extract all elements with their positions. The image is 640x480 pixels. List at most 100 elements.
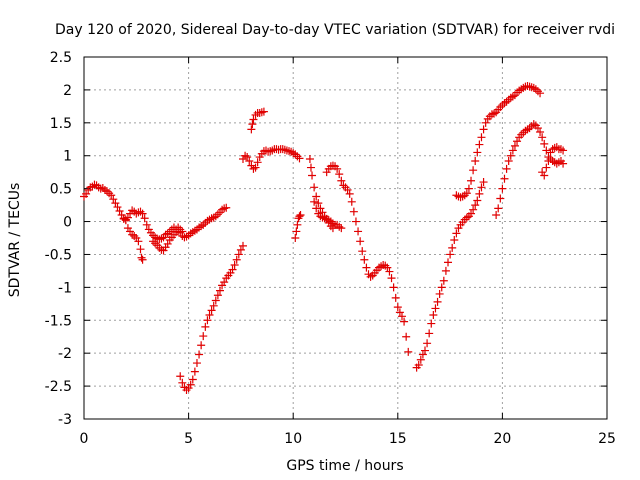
data-point	[402, 332, 411, 341]
data-point	[190, 367, 199, 376]
data-point	[498, 184, 507, 193]
data-point	[249, 115, 258, 124]
data-point	[188, 375, 197, 384]
data-point	[121, 216, 130, 225]
data-point	[504, 156, 513, 165]
data-point	[234, 250, 243, 259]
data-point	[211, 296, 220, 305]
data-point	[559, 146, 568, 155]
data-point	[469, 205, 478, 214]
data-point	[542, 146, 551, 155]
data-point	[475, 140, 484, 149]
x-tick-label: 20	[493, 431, 511, 447]
data-point	[199, 332, 208, 341]
y-tick-labels: -3 -2.5 -2 -1.5 -1 -0.5 0 0.5 1 1.5 2 2.5	[45, 50, 72, 428]
data-point	[433, 297, 442, 306]
y-tick-label: 1.5	[50, 116, 72, 132]
data-point	[358, 247, 367, 256]
plot-border	[83, 56, 608, 420]
data-point	[414, 361, 423, 370]
grid-lines	[84, 57, 607, 419]
data-point	[400, 317, 409, 326]
x-tick-label: 25	[598, 431, 616, 447]
data-point	[291, 234, 300, 242]
data-point	[475, 189, 484, 198]
data-point	[259, 107, 268, 116]
data-point	[435, 289, 444, 298]
data-point	[540, 139, 549, 148]
data-point	[425, 329, 434, 338]
x-tick-label: 15	[389, 431, 407, 447]
y-tick-label: -2	[58, 346, 72, 362]
data-point	[477, 183, 486, 192]
plot-frame	[83, 56, 608, 420]
data-point	[136, 245, 145, 254]
data-point	[347, 197, 356, 206]
y-tick-label: -3	[58, 412, 72, 428]
data-point	[469, 166, 478, 175]
data-point	[345, 189, 354, 198]
data-point	[305, 155, 314, 164]
data-series	[291, 210, 305, 242]
data-point	[462, 189, 471, 198]
data-point	[314, 199, 323, 208]
data-point	[292, 227, 301, 236]
data-point	[446, 250, 455, 259]
data-point	[337, 224, 346, 233]
data-point	[351, 217, 360, 226]
y-tick-label: -0.5	[45, 247, 72, 263]
data-point	[559, 159, 568, 168]
data-point	[467, 176, 476, 185]
x-tick-labels: 0 5 10 15 20 25	[80, 431, 616, 447]
data-point	[333, 164, 342, 173]
data-point	[479, 178, 488, 187]
data-point	[423, 339, 432, 348]
data-point	[142, 220, 151, 229]
data-point	[473, 196, 482, 205]
data-point	[230, 260, 239, 269]
data-point	[293, 220, 302, 229]
data-point	[310, 197, 319, 206]
data-point	[416, 355, 425, 364]
data-point	[248, 120, 257, 129]
chart-title: Day 120 of 2020, Sidereal Day-to-day VTE…	[55, 22, 615, 38]
data-point	[510, 141, 519, 150]
data-point	[477, 133, 486, 142]
data-point	[441, 266, 450, 275]
data-point	[247, 125, 256, 134]
data-point	[506, 151, 515, 160]
data-point	[238, 241, 247, 250]
data-point	[362, 263, 371, 272]
data-point	[536, 128, 545, 137]
data-point	[420, 346, 429, 355]
data-point	[138, 255, 147, 264]
data-point	[192, 359, 201, 368]
data-point	[349, 207, 358, 216]
data-point	[389, 283, 398, 292]
data-point	[205, 311, 214, 320]
data-point	[134, 237, 143, 246]
data-series	[322, 161, 413, 356]
data-point	[310, 183, 319, 192]
data-point	[479, 125, 488, 134]
data-point	[427, 319, 436, 328]
data-point	[508, 146, 517, 155]
data-point	[140, 214, 149, 223]
data-point	[397, 312, 406, 321]
data-point	[178, 378, 187, 387]
data-points	[80, 81, 568, 395]
data-series	[452, 81, 545, 202]
data-point	[215, 286, 224, 295]
data-point	[429, 311, 438, 320]
data-point	[494, 204, 503, 213]
data-point	[404, 347, 413, 356]
data-point	[228, 265, 237, 274]
data-series	[538, 143, 568, 180]
data-point	[360, 255, 369, 264]
x-tick-label: 0	[80, 431, 89, 447]
data-point	[209, 301, 218, 310]
data-point	[439, 276, 448, 285]
y-tick-label: 2.5	[50, 50, 72, 66]
x-tick-label: 10	[284, 431, 302, 447]
data-series	[119, 214, 187, 264]
